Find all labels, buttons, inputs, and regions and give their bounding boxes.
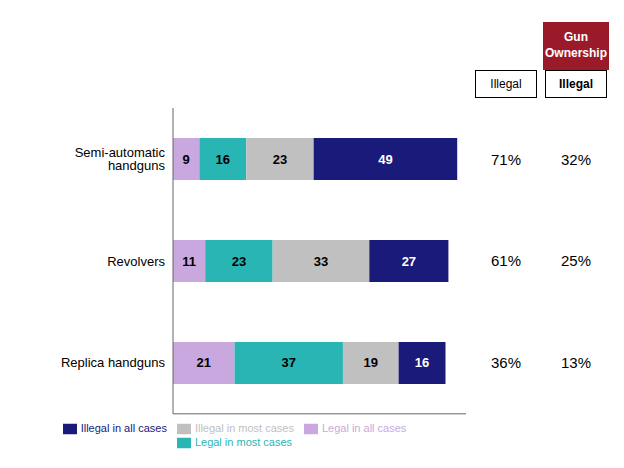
svg-text:21: 21: [197, 355, 211, 370]
svg-text:71%: 71%: [491, 151, 521, 168]
html-text:Illegal in most cases: Illegal in most cases: [194, 421, 294, 434]
html-text:Illegal: Illegal: [559, 77, 593, 91]
svg-text:32%: 32%: [561, 151, 591, 168]
html-text:Gun Ownership: Gun Ownership: [545, 30, 607, 60]
svg-text:16: 16: [415, 355, 429, 370]
svg-text:11: 11: [182, 254, 196, 269]
svg-text:36%: 36%: [491, 354, 521, 371]
svg-text:19: 19: [364, 355, 378, 370]
svg-text:Revolvers: Revolvers: [107, 254, 165, 269]
html-text:Legal in most cases: Legal in most cases: [194, 435, 293, 448]
html-text:Illegal in all cases: Illegal in all cases: [80, 421, 167, 434]
svg-text:37: 37: [282, 355, 296, 370]
svg-text:25%: 25%: [561, 252, 591, 269]
svg-text:16: 16: [216, 152, 230, 167]
svg-text:23: 23: [273, 152, 287, 167]
svg-text:23: 23: [232, 254, 246, 269]
svg-text:Replica handguns: Replica handguns: [61, 355, 166, 370]
html-text:Legal in all cases: Legal in all cases: [321, 421, 407, 434]
svg-text:27: 27: [402, 254, 416, 269]
svg-text:9: 9: [183, 152, 190, 167]
svg-text:33: 33: [314, 254, 328, 269]
svg-text:13%: 13%: [561, 354, 591, 371]
html-text:Illegal: Illegal: [490, 77, 522, 91]
svg-text:49: 49: [378, 152, 392, 167]
svg-text:Semi-automatichandguns: Semi-automatichandguns: [75, 145, 166, 173]
svg-text:61%: 61%: [491, 252, 521, 269]
